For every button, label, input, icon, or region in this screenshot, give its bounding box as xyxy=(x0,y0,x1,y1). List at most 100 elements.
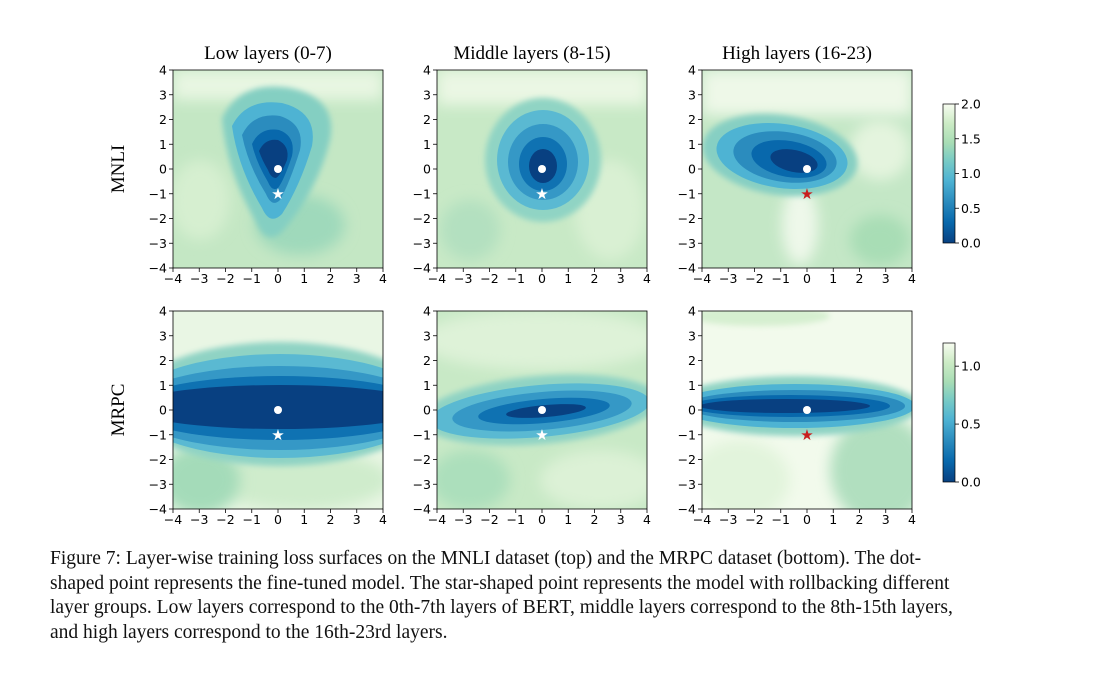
y-tick-label: −1 xyxy=(678,427,696,442)
x-tick-label: 3 xyxy=(353,512,361,527)
x-tick-label: −3 xyxy=(719,512,737,527)
x-tick-label: −1 xyxy=(507,512,525,527)
y-tick-label: −2 xyxy=(413,452,431,467)
colorbar-tick-label: 1.0 xyxy=(961,166,981,181)
x-tick-label: 4 xyxy=(643,271,651,286)
y-tick-label: 2 xyxy=(688,353,696,368)
finetuned-dot xyxy=(538,165,546,173)
y-tick-label: 0 xyxy=(423,403,431,418)
y-tick-label: 4 xyxy=(159,304,167,319)
x-tick-label: 0 xyxy=(538,271,546,286)
panel-mnli-high xyxy=(702,70,912,268)
x-tick-label: −4 xyxy=(693,512,711,527)
x-tick-label: 4 xyxy=(379,512,387,527)
column-title-high: High layers (16-23) xyxy=(722,43,872,64)
y-tick-label: −4 xyxy=(149,261,167,276)
colorbar-tick-label: 0.5 xyxy=(961,201,981,216)
x-tick-label: 2 xyxy=(591,512,599,527)
caption-line: and high layers correspond to the 16th-2… xyxy=(50,621,448,643)
x-tick-label: −1 xyxy=(772,512,790,527)
y-tick-label: −4 xyxy=(149,502,167,517)
x-tick-label: 2 xyxy=(856,512,864,527)
finetuned-dot xyxy=(274,406,282,414)
x-tick-label: 3 xyxy=(882,512,890,527)
y-tick-label: 4 xyxy=(423,304,431,319)
y-tick-label: 3 xyxy=(159,87,167,102)
caption-line: shaped point represents the fine-tuned m… xyxy=(50,572,950,594)
x-tick-label: 4 xyxy=(908,512,916,527)
x-tick-label: −3 xyxy=(190,271,208,286)
y-tick-label: −4 xyxy=(413,502,431,517)
rollback-star: ★ xyxy=(535,426,548,444)
y-tick-label: −1 xyxy=(413,186,431,201)
colorbar-tick-label: 2.0 xyxy=(961,97,981,112)
colorbar-tick-label: 1.5 xyxy=(961,131,981,146)
x-tick-label: −4 xyxy=(428,271,446,286)
y-tick-label: 1 xyxy=(423,137,431,152)
x-tick-label: −1 xyxy=(243,512,261,527)
y-tick-label: 2 xyxy=(688,112,696,127)
x-tick-label: −3 xyxy=(719,271,737,286)
y-tick-label: −3 xyxy=(149,477,167,492)
rollback-star: ★ xyxy=(800,426,813,444)
y-tick-label: −1 xyxy=(413,427,431,442)
x-tick-label: 3 xyxy=(617,512,625,527)
x-tick-label: −1 xyxy=(772,271,790,286)
x-tick-label: 2 xyxy=(591,271,599,286)
panel-mrpc-low xyxy=(173,311,383,509)
x-tick-label: −2 xyxy=(745,271,763,286)
x-tick-label: −3 xyxy=(190,512,208,527)
y-tick-label: −3 xyxy=(149,236,167,251)
y-tick-label: 3 xyxy=(423,328,431,343)
x-tick-label: −4 xyxy=(164,271,182,286)
finetuned-dot xyxy=(803,406,811,414)
y-tick-label: −3 xyxy=(678,477,696,492)
y-tick-label: 3 xyxy=(688,328,696,343)
x-tick-label: 2 xyxy=(856,271,864,286)
colorbar-tick-label: 0.5 xyxy=(961,417,981,432)
y-tick-label: 0 xyxy=(423,162,431,177)
y-tick-label: −2 xyxy=(413,211,431,226)
colorbar-mrpc xyxy=(942,342,956,483)
colorbar-tick-label: 0.0 xyxy=(961,475,981,490)
y-tick-label: −2 xyxy=(149,211,167,226)
panel-mrpc-high xyxy=(702,311,912,509)
x-tick-label: −2 xyxy=(745,512,763,527)
x-tick-label: −4 xyxy=(693,271,711,286)
x-tick-label: 1 xyxy=(829,512,837,527)
x-tick-label: −3 xyxy=(454,512,472,527)
y-tick-label: −4 xyxy=(413,261,431,276)
x-tick-label: −4 xyxy=(428,512,446,527)
y-tick-label: 0 xyxy=(159,403,167,418)
x-tick-label: −2 xyxy=(216,512,234,527)
x-tick-label: 4 xyxy=(908,271,916,286)
y-tick-label: −4 xyxy=(678,502,696,517)
x-tick-label: 0 xyxy=(274,271,282,286)
x-tick-label: −2 xyxy=(480,512,498,527)
y-tick-label: −1 xyxy=(678,186,696,201)
x-tick-label: −2 xyxy=(216,271,234,286)
y-tick-label: 2 xyxy=(423,112,431,127)
finetuned-dot xyxy=(803,165,811,173)
x-tick-label: −2 xyxy=(480,271,498,286)
x-tick-label: 3 xyxy=(617,271,625,286)
colorbar-tick-label: 1.0 xyxy=(961,359,981,374)
finetuned-dot xyxy=(274,165,282,173)
y-tick-label: −3 xyxy=(413,477,431,492)
x-tick-label: 1 xyxy=(300,512,308,527)
y-tick-label: 2 xyxy=(423,353,431,368)
x-tick-label: 4 xyxy=(643,512,651,527)
colorbar-mnli xyxy=(942,103,956,244)
x-tick-label: 1 xyxy=(829,271,837,286)
y-tick-label: −4 xyxy=(678,261,696,276)
colorbar-tick-label: 0.0 xyxy=(961,236,981,251)
y-tick-label: 2 xyxy=(159,353,167,368)
x-tick-label: 2 xyxy=(327,512,335,527)
x-tick-label: 3 xyxy=(882,271,890,286)
rollback-star: ★ xyxy=(271,426,284,444)
caption-line: Figure 7: Layer-wise training loss surfa… xyxy=(50,548,922,569)
y-tick-label: −1 xyxy=(149,186,167,201)
y-tick-label: 1 xyxy=(423,378,431,393)
y-tick-label: 0 xyxy=(688,162,696,177)
y-tick-label: −2 xyxy=(149,452,167,467)
